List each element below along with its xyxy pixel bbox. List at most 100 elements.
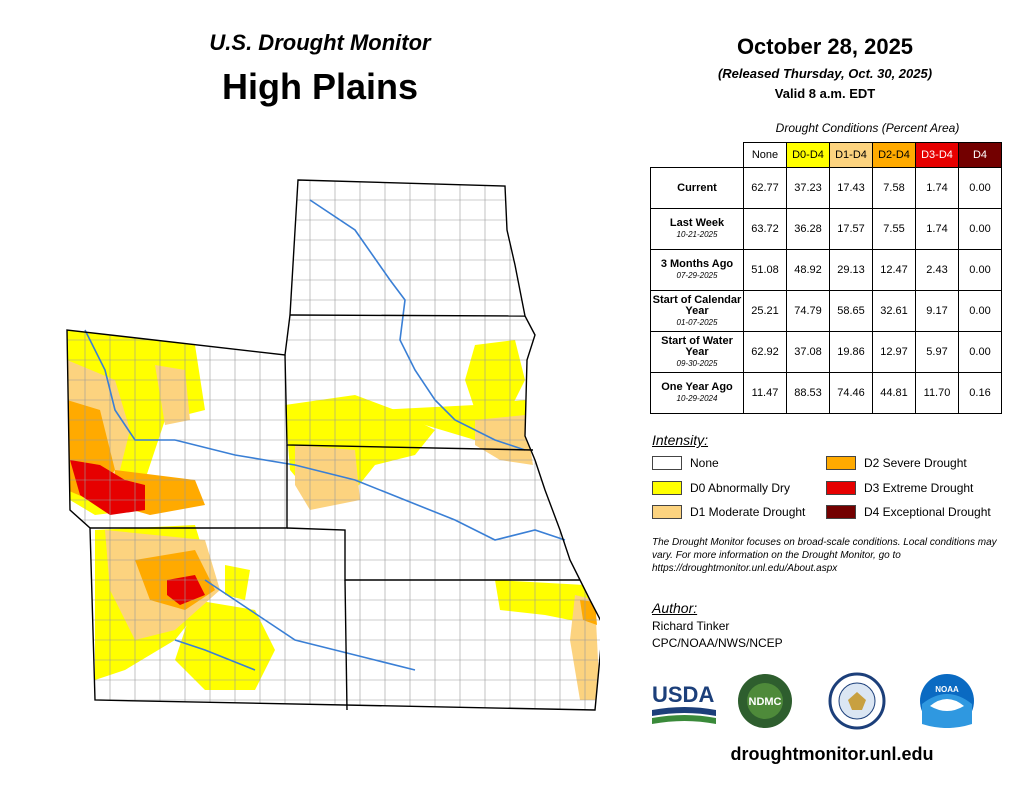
legend-swatch bbox=[826, 505, 856, 519]
legend-label: D3 Extreme Drought bbox=[864, 481, 974, 495]
table-cell: 62.92 bbox=[743, 331, 787, 373]
row-label-text: Start of Water Year bbox=[661, 334, 733, 358]
table-cell: 37.23 bbox=[786, 167, 830, 209]
map-date: October 28, 2025 bbox=[736, 34, 914, 59]
table-cell: 0.00 bbox=[958, 290, 1002, 332]
drought-conditions-table: None D0-D4 D1-D4 D2-D4 D3-D4 D4 Current … bbox=[650, 142, 1002, 414]
table-row: Last Week 10-21-2025 63.72 36.28 17.57 7.… bbox=[650, 208, 1002, 250]
table-cell: 11.70 bbox=[915, 372, 959, 414]
table-cell: 17.43 bbox=[829, 167, 873, 209]
usda-logo-text: USDA bbox=[652, 682, 714, 707]
row-date: 07-29-2025 bbox=[676, 271, 718, 280]
row-label: One Year Ago 10-29-2024 bbox=[650, 372, 744, 414]
legend-label: D2 Severe Drought bbox=[864, 456, 967, 470]
table-cell: 37.08 bbox=[786, 331, 830, 373]
row-label: 3 Months Ago 07-29-2025 bbox=[650, 249, 744, 291]
table-cell: 58.65 bbox=[829, 290, 873, 332]
table-row: 3 Months Ago 07-29-2025 51.08 48.92 29.13… bbox=[650, 249, 1002, 291]
table-cell: 74.46 bbox=[829, 372, 873, 414]
noaa-logo-icon: NOAA bbox=[920, 674, 974, 728]
table-cell: 9.17 bbox=[915, 290, 959, 332]
legend-label: D4 Exceptional Drought bbox=[864, 505, 991, 519]
row-date: 10-21-2025 bbox=[676, 230, 718, 239]
legend-swatch bbox=[652, 456, 682, 470]
region-title: High Plains bbox=[221, 66, 419, 107]
col-d2-d4: D2-D4 bbox=[872, 142, 916, 168]
legend-item-d1: D1 Moderate Drought bbox=[652, 505, 805, 519]
table-cell: 5.97 bbox=[915, 331, 959, 373]
row-date: 10-29-2024 bbox=[676, 394, 718, 403]
table-row: Current 62.77 37.23 17.43 7.58 1.74 0.00 bbox=[650, 167, 1002, 209]
legend-item-d4: D4 Exceptional Drought bbox=[826, 505, 991, 519]
table-cell: 17.57 bbox=[829, 208, 873, 250]
legend-title: Intensity: bbox=[652, 432, 709, 448]
table-cell: 19.86 bbox=[829, 331, 873, 373]
legend-label: D1 Moderate Drought bbox=[690, 505, 806, 519]
table-cell: 11.47 bbox=[743, 372, 787, 414]
legend-label: D0 Abnormally Dry bbox=[690, 481, 791, 495]
row-date: 09-30-2025 bbox=[676, 358, 718, 368]
author-title: Author: bbox=[652, 600, 698, 616]
author-name: Richard Tinker bbox=[652, 619, 730, 633]
legend-item-none: None bbox=[652, 456, 719, 470]
table-cell: 51.08 bbox=[743, 249, 787, 291]
commerce-seal-icon bbox=[828, 672, 886, 730]
legend-swatch bbox=[826, 456, 856, 470]
table-header-row: None D0-D4 D1-D4 D2-D4 D3-D4 D4 bbox=[651, 142, 1002, 168]
table-cell: 1.74 bbox=[915, 208, 959, 250]
legend-item-d0: D0 Abnormally Dry bbox=[652, 481, 790, 495]
row-label: Start of Calendar Year 01-07-2025 bbox=[650, 290, 744, 332]
row-label-text: Start of Calendar Year bbox=[652, 293, 742, 317]
table-cell: 36.28 bbox=[786, 208, 830, 250]
noaa-logo-text: NOAA bbox=[935, 685, 959, 694]
col-d0-d4: D0-D4 bbox=[786, 142, 830, 168]
table-cell: 0.16 bbox=[958, 372, 1002, 414]
header-corner bbox=[651, 143, 744, 168]
release-date: (Released Thursday, Oct. 30, 2025) bbox=[717, 66, 933, 81]
table-row: Start of Water Year 09-30-2025 62.92 37.0… bbox=[650, 331, 1002, 373]
table-cell: 0.00 bbox=[958, 249, 1002, 291]
table-cell: 0.00 bbox=[958, 331, 1002, 373]
table-cell: 0.00 bbox=[958, 167, 1002, 209]
col-d1-d4: D1-D4 bbox=[829, 142, 873, 168]
table-row: One Year Ago 10-29-2024 11.47 88.53 74.46… bbox=[650, 372, 1002, 414]
table-cell: 44.81 bbox=[872, 372, 916, 414]
legend-swatch bbox=[652, 481, 682, 495]
legend-swatch bbox=[652, 505, 682, 519]
table-cell: 32.61 bbox=[872, 290, 916, 332]
table-cell: 7.58 bbox=[872, 167, 916, 209]
row-label: Start of Water Year 09-30-2025 bbox=[650, 331, 744, 373]
high-plains-drought-map bbox=[66, 179, 600, 711]
table-cell: 2.43 bbox=[915, 249, 959, 291]
valid-time: Valid 8 a.m. EDT bbox=[774, 86, 876, 101]
col-d3-d4: D3-D4 bbox=[915, 142, 959, 168]
row-label: Last Week 10-21-2025 bbox=[650, 208, 744, 250]
table-row: Start of Calendar Year 01-07-2025 25.21 7… bbox=[650, 290, 1002, 332]
table-caption: Drought Conditions (Percent Area) bbox=[775, 121, 960, 135]
map-brand-title: U.S. Drought Monitor bbox=[209, 30, 431, 55]
table-cell: 29.13 bbox=[829, 249, 873, 291]
table-cell: 74.79 bbox=[786, 290, 830, 332]
ndmc-logo-icon: NDMC bbox=[738, 674, 792, 728]
row-label-text: 3 Months Ago bbox=[660, 258, 734, 270]
legend-item-d3: D3 Extreme Drought bbox=[826, 481, 973, 495]
col-none: None bbox=[743, 142, 787, 168]
table-cell: 7.55 bbox=[872, 208, 916, 250]
row-label-text: Last Week bbox=[669, 217, 725, 229]
table-cell: 12.47 bbox=[872, 249, 916, 291]
row-date: 01-07-2025 bbox=[676, 317, 718, 327]
author-org: CPC/NOAA/NWS/NCEP bbox=[652, 636, 783, 650]
row-label-text: Current bbox=[677, 181, 717, 194]
legend-label: None bbox=[690, 456, 719, 470]
table-cell: 88.53 bbox=[786, 372, 830, 414]
legend-item-d2: D2 Severe Drought bbox=[826, 456, 967, 470]
table-cell: 48.92 bbox=[786, 249, 830, 291]
table-cell: 1.74 bbox=[915, 167, 959, 209]
table-cell: 12.97 bbox=[872, 331, 916, 373]
state-boundaries bbox=[66, 179, 600, 711]
row-label-text: One Year Ago bbox=[661, 381, 733, 393]
site-url: droughtmonitor.unl.edu bbox=[730, 744, 934, 764]
usda-logo-icon: USDA bbox=[652, 682, 716, 724]
legend-swatch bbox=[826, 481, 856, 495]
disclaimer-text: The Drought Monitor focuses on broad-sca… bbox=[652, 537, 997, 574]
